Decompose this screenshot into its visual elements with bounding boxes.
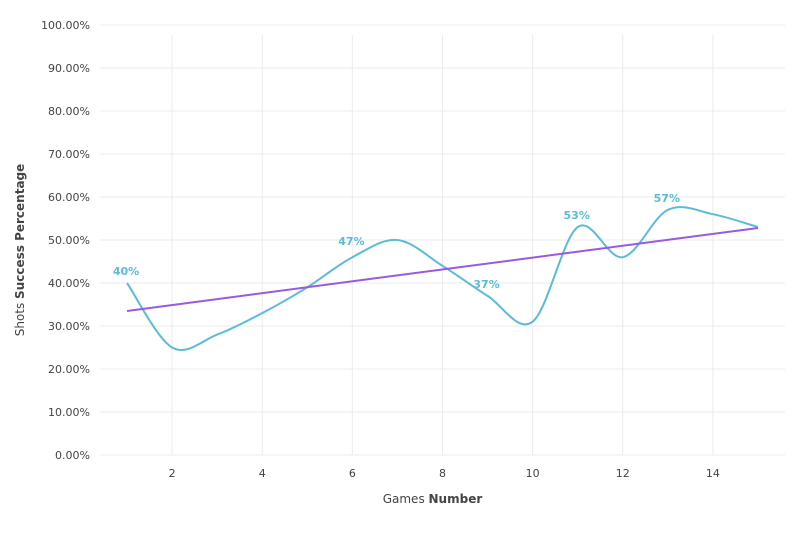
y-tick-label: 50.00% [48,234,90,247]
x-axis-ticks: 2 4 6 8 10 12 14 [169,467,720,480]
x-axis-title-bold: Number [429,492,483,506]
x-tick-label: 8 [439,467,446,480]
success-percentage-line [126,206,759,351]
data-label: 57% [654,192,680,205]
y-axis-title: Shots Success Percentage [13,164,27,337]
x-tick-label: 10 [526,467,540,480]
x-axis-title-normal: Games [383,492,429,506]
y-tick-label: 90.00% [48,62,90,75]
x-tick-label: 12 [616,467,630,480]
x-tick-label: 4 [259,467,266,480]
data-label: 47% [338,235,364,248]
grid-lines [100,24,785,456]
y-tick-label: 80.00% [48,105,90,118]
y-tick-label: 0.00% [55,449,90,462]
trendline [126,226,759,312]
x-tick-label: 2 [169,467,176,480]
y-tick-label: 60.00% [48,191,90,204]
x-tick-label: 6 [349,467,356,480]
data-label: 37% [473,278,499,291]
data-label: 40% [113,265,139,278]
y-tick-label: 10.00% [48,406,90,419]
y-tick-label: 70.00% [48,148,90,161]
y-tick-label: 100.00% [41,19,90,32]
data-labels: 40% 47% 37% 53% 57% [113,192,680,291]
data-label: 53% [564,209,590,222]
y-axis-ticks: 0.00% 10.00% 20.00% 30.00% 40.00% 50.00% 60.00… [41,19,90,462]
y-tick-label: 30.00% [48,320,90,333]
y-axis-title-normal: Shots [13,299,27,336]
x-tick-label: 14 [706,467,720,480]
series-group [126,206,759,351]
y-axis-title-bold: Success Percentage [13,164,27,299]
y-tick-label: 40.00% [48,277,90,290]
y-tick-label: 20.00% [48,363,90,376]
x-axis-title: Games Number [383,492,483,506]
